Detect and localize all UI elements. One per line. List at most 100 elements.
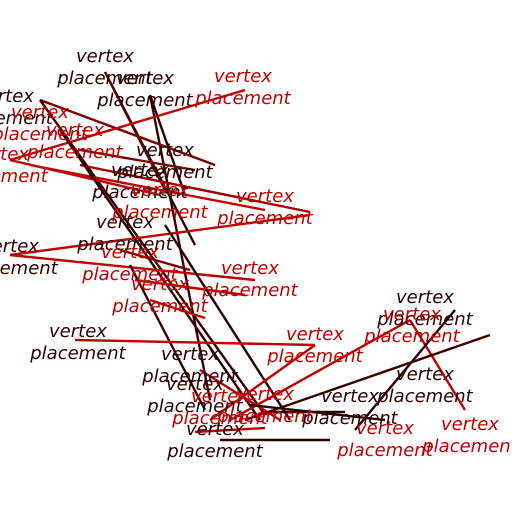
- vertex-label-line2: placement: [216, 406, 313, 427]
- vertex-label-line2: placement: [0, 166, 49, 187]
- vertex-label-line2: placement: [421, 436, 512, 457]
- vertex-label-line2: placement: [336, 440, 433, 461]
- vertex-label-line2: placement: [0, 108, 54, 129]
- vertex-label-line2: placement: [91, 182, 188, 203]
- vertex-label-line2: placement: [76, 234, 173, 255]
- edge: [9, 213, 311, 257]
- vertex-label-line2: placement: [171, 408, 268, 429]
- vertex-label-line1: vertex: [76, 46, 134, 67]
- edge: [149, 298, 206, 320]
- vertex-label-line2: placement: [141, 366, 238, 387]
- vertex-label-line2: placement: [26, 142, 123, 163]
- edge: [119, 248, 191, 272]
- vertex-label-line1: vertex: [161, 344, 219, 365]
- vertex-label-line2: placement: [216, 208, 313, 229]
- edge: [134, 278, 246, 297]
- vertex-label-line1: vertex: [49, 321, 107, 342]
- edge: [39, 99, 266, 416]
- edge: [74, 338, 316, 347]
- vertex-label-line2: placement: [116, 162, 213, 183]
- edge: [9, 88, 246, 162]
- vertex-label-line2: placement: [194, 88, 291, 109]
- vertex-label-line1: vertex: [131, 180, 189, 201]
- vertex-label-line1: vertex: [0, 144, 29, 165]
- edge: [163, 224, 292, 421]
- edge: [79, 163, 311, 214]
- edge: [128, 264, 207, 411]
- vertex-label-line1: vertex: [214, 66, 272, 87]
- edge: [29, 163, 266, 212]
- vertex-label-line1: vertex: [11, 102, 69, 123]
- vertex-label-line2: placement: [81, 264, 178, 285]
- vertex-label-line1: vertex: [111, 160, 169, 181]
- vertex-label-line2: placement: [376, 386, 473, 407]
- edge: [39, 98, 216, 167]
- vertex-label-line1: vertex: [191, 386, 249, 407]
- vertex-label-line1: vertex: [286, 324, 344, 345]
- edge: [79, 148, 196, 172]
- vertex-label-line1: vertex: [46, 120, 104, 141]
- vertex-label-line1: vertex: [166, 374, 224, 395]
- vertex-label-line2: placement: [56, 68, 153, 89]
- vertex-label-line1: vertex: [136, 140, 194, 161]
- vertex-label-line2: placement: [376, 309, 473, 330]
- vertex-label-line1: vertex: [0, 236, 39, 257]
- vertex-label-line2: placement: [111, 296, 208, 317]
- edge: [59, 129, 261, 421]
- vertex-label-line2: placement: [266, 346, 363, 367]
- edge: [209, 344, 316, 421]
- vertex-label-line2: placement: [146, 396, 243, 417]
- vertex-label-line2: placement: [363, 326, 460, 347]
- vertex-label-line1: vertex: [101, 242, 159, 263]
- edge: [194, 426, 266, 434]
- vertex-label-line1: vertex: [356, 418, 414, 439]
- edge: [354, 309, 456, 431]
- vertex-label-line1: vertex: [236, 186, 294, 207]
- vertex-label-line2: placement: [0, 258, 59, 279]
- vertex-label-line1: vertex: [236, 384, 294, 405]
- vertex-label-line1: vertex: [396, 287, 454, 308]
- edge: [103, 71, 167, 191]
- edge: [244, 333, 491, 422]
- vertex-label-line1: vertex: [186, 419, 244, 440]
- edge: [408, 319, 467, 411]
- edge: [148, 94, 187, 196]
- vertex-label-line1: vertex: [221, 258, 279, 279]
- vertex-label-line2: placement: [96, 90, 193, 111]
- edge: [229, 318, 411, 422]
- vertex-label-line1: vertex: [96, 212, 154, 233]
- vertex-label-line1: vertex: [131, 274, 189, 295]
- vertex-label-line2: placement: [166, 441, 263, 462]
- vertex-label-line2: placement: [111, 202, 208, 223]
- vertex-label-line2: placement: [201, 280, 298, 301]
- vertex-label-line1: vertex: [0, 86, 34, 107]
- edge-layer: [9, 71, 491, 442]
- vertex-label-line2: placement: [29, 343, 126, 364]
